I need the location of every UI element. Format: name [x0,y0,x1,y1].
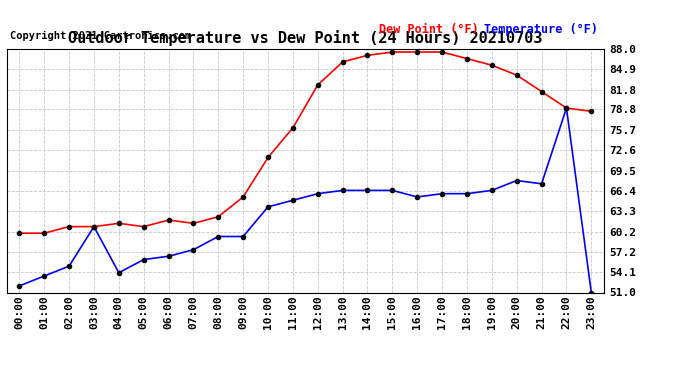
Title: Outdoor Temperature vs Dew Point (24 Hours) 20210703: Outdoor Temperature vs Dew Point (24 Hou… [68,30,542,46]
Text: Copyright 2021 Cartronics.com: Copyright 2021 Cartronics.com [10,32,192,41]
Legend: Dew Point (°F), Temperature (°F): Dew Point (°F), Temperature (°F) [380,23,598,36]
